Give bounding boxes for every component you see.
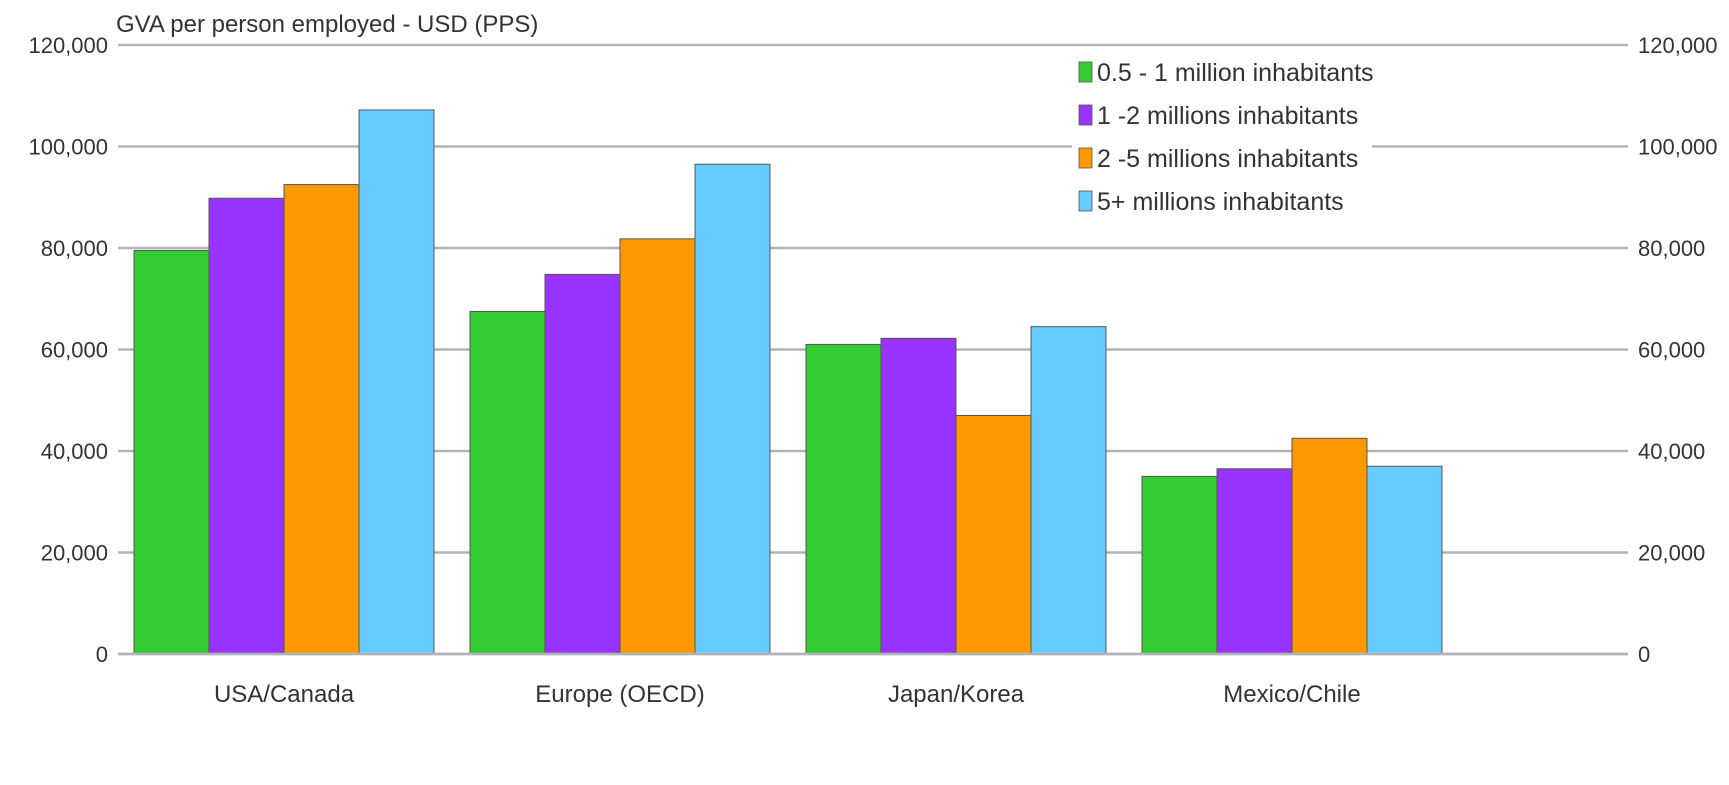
y-tick-label-right: 0 xyxy=(1638,642,1650,667)
bar xyxy=(619,238,696,655)
bar xyxy=(805,343,882,655)
x-tick-label: Japan/Korea xyxy=(888,681,1025,708)
bar xyxy=(1030,326,1107,655)
bar xyxy=(469,310,546,655)
bar xyxy=(1291,437,1368,655)
y-tick-label-right: 120,000 xyxy=(1638,33,1718,58)
legend-swatch xyxy=(1078,104,1093,126)
bar xyxy=(955,414,1032,655)
bars xyxy=(118,109,1628,656)
y-tick-label-left: 60,000 xyxy=(41,338,108,363)
x-tick-label: USA/Canada xyxy=(214,681,355,708)
bar xyxy=(880,337,957,655)
bar xyxy=(544,273,621,655)
legend-label: 2 -5 millions inhabitants xyxy=(1097,145,1358,173)
y-tick-label-right: 80,000 xyxy=(1638,236,1705,261)
y-axis-right: 0 20,000 40,000 60,000 80,000 100,000 120,000 xyxy=(1638,33,1718,667)
legend-label: 0.5 - 1 million inhabitants xyxy=(1097,59,1374,87)
legend-label: 5+ millions inhabitants xyxy=(1097,188,1344,216)
y-tick-label-left: 20,000 xyxy=(41,541,108,566)
legend-label: 1 -2 millions inhabitants xyxy=(1097,102,1358,130)
y-tick-label-right: 20,000 xyxy=(1638,541,1705,566)
legend: 0.5 - 1 million inhabitants 1 -2 millions… xyxy=(1072,52,1374,222)
y-tick-label-right: 100,000 xyxy=(1638,135,1718,160)
bar xyxy=(283,184,360,655)
bar xyxy=(694,163,771,655)
bar xyxy=(1366,465,1443,655)
y-tick-label-left: 80,000 xyxy=(41,236,108,261)
y-tick-label-left: 0 xyxy=(96,642,108,667)
x-tick-label: Mexico/Chile xyxy=(1223,681,1360,708)
bar xyxy=(133,250,210,655)
bar xyxy=(1216,468,1293,655)
bar xyxy=(1141,475,1218,655)
bar xyxy=(358,109,435,655)
legend-swatch xyxy=(1078,190,1093,212)
legend-background xyxy=(1072,52,1372,222)
legend-swatch xyxy=(1078,147,1093,169)
y-tick-label-right: 60,000 xyxy=(1638,338,1705,363)
chart-title: GVA per person employed - USD (PPS) xyxy=(116,11,538,38)
bar xyxy=(208,197,285,655)
y-axis-left: 0 20,000 40,000 60,000 80,000 100,000 120,000 xyxy=(28,33,108,667)
y-tick-label-right: 40,000 xyxy=(1638,439,1705,464)
x-tick-label: Europe (OECD) xyxy=(535,681,704,708)
y-tick-label-left: 100,000 xyxy=(28,135,108,160)
y-tick-label-left: 120,000 xyxy=(28,33,108,58)
legend-swatch xyxy=(1078,61,1093,83)
x-axis: USA/Canada Europe (OECD) Japan/Korea Mexico… xyxy=(214,681,1361,708)
y-tick-label-left: 40,000 xyxy=(41,439,108,464)
